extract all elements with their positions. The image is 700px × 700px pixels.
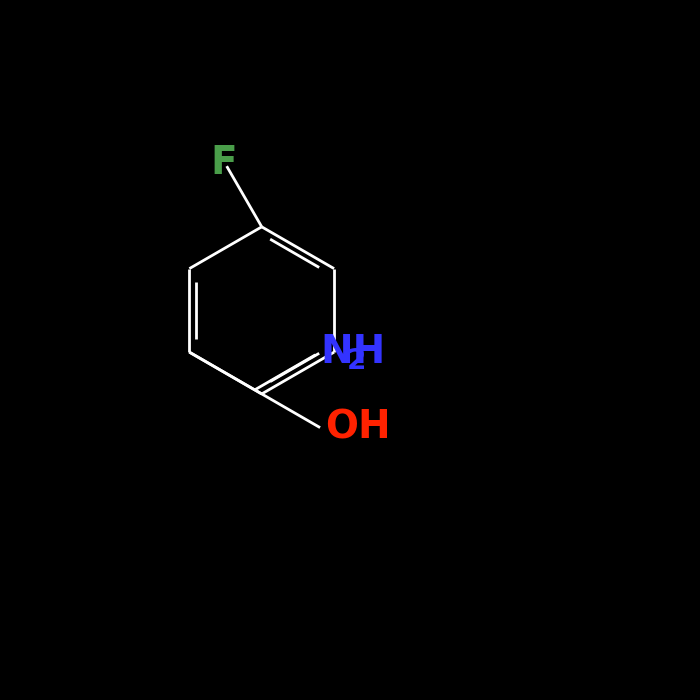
Text: F: F	[211, 144, 237, 183]
Text: OH: OH	[326, 409, 391, 447]
Text: 2: 2	[346, 347, 366, 375]
Text: NH: NH	[321, 333, 386, 371]
